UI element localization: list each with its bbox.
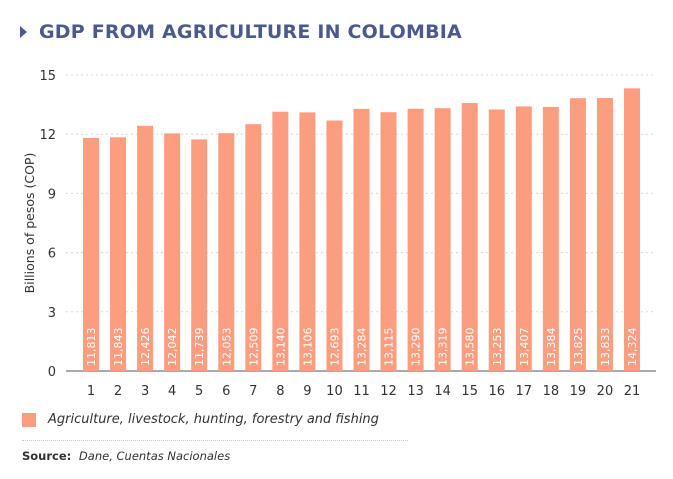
chart-title-row: GDP FROM AGRICULTURE IN COLOMBIA bbox=[20, 18, 462, 46]
x-tick-label: 9 bbox=[303, 384, 311, 399]
bar bbox=[191, 139, 208, 371]
x-tick-label: 4 bbox=[168, 384, 176, 399]
data-label: 12,509 bbox=[247, 328, 260, 367]
data-label: 13,106 bbox=[301, 328, 314, 367]
x-tick-label: 17 bbox=[516, 384, 533, 399]
x-tick-label: 11 bbox=[353, 384, 370, 399]
legend-label: Agriculture, livestock, hunting, forestr… bbox=[48, 412, 379, 427]
bar bbox=[272, 111, 289, 371]
y-tick-label: 12 bbox=[39, 128, 56, 143]
x-tick-label: 3 bbox=[141, 384, 149, 399]
data-label: 13,407 bbox=[518, 328, 531, 367]
data-label: 13,253 bbox=[491, 328, 504, 367]
bar bbox=[515, 106, 532, 371]
bar bbox=[380, 112, 397, 372]
x-tick-label: 18 bbox=[543, 384, 560, 399]
bar bbox=[461, 103, 478, 371]
source-label: Source: bbox=[22, 449, 72, 463]
legend: Agriculture, livestock, hunting, forestr… bbox=[22, 412, 379, 427]
bar bbox=[299, 112, 316, 371]
data-label: 11,813 bbox=[85, 328, 98, 367]
source-text: Dane, Cuentas Nacionales bbox=[78, 449, 231, 463]
y-tick-label: 0 bbox=[48, 365, 56, 380]
x-tick-label: 21 bbox=[624, 384, 641, 399]
divider bbox=[22, 440, 408, 441]
data-label: 13,140 bbox=[274, 328, 287, 367]
x-tick-label: 19 bbox=[570, 384, 587, 399]
bar bbox=[218, 133, 235, 371]
caret-right-icon bbox=[20, 26, 27, 38]
bar bbox=[326, 120, 343, 371]
x-tick-label: 8 bbox=[276, 384, 284, 399]
data-label: 12,693 bbox=[328, 328, 341, 367]
bar bbox=[245, 124, 262, 371]
bar bbox=[407, 108, 424, 371]
bar bbox=[83, 137, 99, 371]
x-tick-label: 13 bbox=[407, 384, 424, 399]
y-tick-label: 3 bbox=[48, 306, 56, 321]
data-label: 13,319 bbox=[437, 328, 450, 367]
chart-title: GDP FROM AGRICULTURE IN COLOMBIA bbox=[39, 21, 462, 43]
bar bbox=[434, 108, 451, 372]
x-tick-label: 6 bbox=[222, 384, 230, 399]
bar bbox=[596, 98, 613, 371]
x-tick-label: 10 bbox=[326, 384, 343, 399]
x-tick-label: 5 bbox=[195, 384, 203, 399]
y-tick-label: 15 bbox=[39, 69, 56, 84]
data-label: 11,843 bbox=[112, 328, 125, 367]
data-label: 12,053 bbox=[220, 328, 233, 367]
y-tick-label: 9 bbox=[48, 187, 56, 202]
y-axis-label: Billions of pesos (COP) bbox=[22, 153, 37, 294]
x-tick-label: 2 bbox=[114, 384, 122, 399]
data-label: 13,825 bbox=[572, 328, 585, 367]
data-label: 11,739 bbox=[193, 328, 206, 367]
bar bbox=[164, 133, 181, 371]
bar bbox=[624, 88, 640, 372]
bar bbox=[542, 106, 559, 371]
data-label: 13,580 bbox=[464, 328, 477, 367]
x-tick-label: 1 bbox=[87, 384, 95, 399]
y-tick-label: 6 bbox=[48, 247, 56, 262]
x-tick-label: 16 bbox=[488, 384, 505, 399]
x-tick-label: 7 bbox=[249, 384, 257, 399]
data-label: 13,833 bbox=[599, 328, 612, 367]
bar bbox=[488, 109, 505, 372]
bar bbox=[137, 125, 154, 371]
data-label: 12,426 bbox=[139, 328, 152, 367]
source-note: Source: Dane, Cuentas Nacionales bbox=[22, 449, 230, 463]
data-label: 13,115 bbox=[383, 328, 396, 367]
data-label: 14,324 bbox=[626, 328, 639, 367]
data-label: 13,284 bbox=[356, 328, 369, 367]
bar bbox=[569, 98, 586, 371]
x-tick-label: 14 bbox=[434, 384, 451, 399]
data-label: 13,384 bbox=[545, 328, 558, 367]
x-tick-label: 12 bbox=[380, 384, 397, 399]
data-label: 12,042 bbox=[166, 328, 179, 367]
bar bbox=[110, 137, 127, 371]
legend-swatch bbox=[22, 412, 36, 427]
x-tick-label: 15 bbox=[461, 384, 478, 399]
data-label: 13,290 bbox=[410, 328, 423, 367]
bar bbox=[353, 108, 370, 371]
x-tick-label: 20 bbox=[597, 384, 614, 399]
